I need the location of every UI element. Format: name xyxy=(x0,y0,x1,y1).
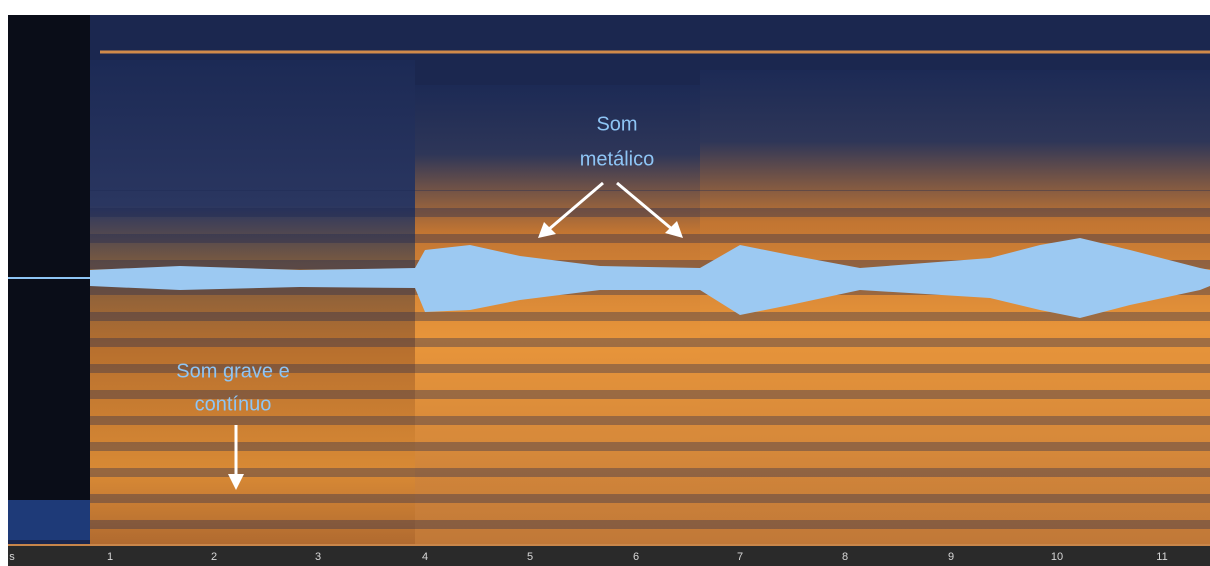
axis-label: 7 xyxy=(737,551,743,563)
axis-label: 2 xyxy=(211,551,217,563)
axis-label: 11 xyxy=(1156,551,1167,563)
axis-label: 6 xyxy=(633,551,639,563)
axis-label: 3 xyxy=(315,551,321,563)
annotation-text: Som xyxy=(596,113,637,135)
axis-label: 8 xyxy=(842,551,848,563)
annotation-text: contínuo xyxy=(195,393,272,415)
annotation-text: Som grave e xyxy=(176,360,289,382)
spectrogram-screenshot: Som metálico Som grave e contínuo s 1 2 3 4 5… xyxy=(0,0,1210,566)
axis-label: 10 xyxy=(1051,551,1063,563)
time-axis: s 1 2 3 4 5 6 7 8 9 10 11 xyxy=(8,545,1210,566)
axis-label: 9 xyxy=(948,551,954,563)
axis-label: 5 xyxy=(527,551,533,563)
axis-label: 4 xyxy=(422,551,428,563)
annotation-text: metálico xyxy=(580,148,654,170)
axis-label: 1 xyxy=(107,551,113,563)
axis-label: s xyxy=(9,551,15,563)
